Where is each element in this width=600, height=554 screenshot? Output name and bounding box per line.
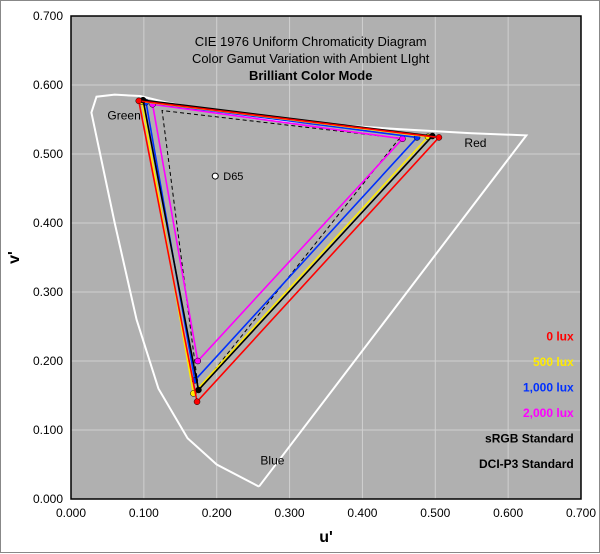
- x-tick-label: 0.400: [347, 506, 377, 520]
- x-tick-label: 0.300: [275, 506, 305, 520]
- x-tick-label: 0.000: [56, 506, 86, 520]
- x-axis-label: u': [319, 529, 333, 546]
- plot-area: [71, 16, 581, 499]
- gamut-vertex: [136, 98, 142, 104]
- chart-title-1: Color Gamut Variation with Ambient LIght: [192, 51, 430, 66]
- chart-title-0: CIE 1976 Uniform Chromaticity Diagram: [195, 34, 427, 49]
- x-tick-label: 0.100: [129, 506, 159, 520]
- gamut-vertex: [436, 134, 442, 140]
- gamut-vertex: [194, 399, 200, 405]
- x-tick-label: 0.600: [493, 506, 523, 520]
- y-tick-label: 0.300: [33, 285, 63, 299]
- y-tick-label: 0.100: [33, 423, 63, 437]
- x-tick-label: 0.200: [202, 506, 232, 520]
- corner-label: Blue: [260, 454, 284, 468]
- x-tick-label: 0.700: [566, 506, 596, 520]
- corner-label: Green: [107, 109, 140, 123]
- corner-label: Red: [464, 136, 486, 150]
- gamut-vertex: [196, 387, 202, 393]
- y-tick-label: 0.600: [33, 78, 63, 92]
- chart-container: 0.000 0.100 0.200 0.300 0.400 0.500 0.600 0.700…: [0, 0, 600, 553]
- chromaticity-chart: 0.000 0.100 0.200 0.300 0.400 0.500 0.600 0.700…: [1, 1, 600, 554]
- legend-item: 500 lux: [533, 355, 574, 369]
- legend-item: 2,000 lux: [523, 406, 574, 420]
- legend-item: DCI-P3 Standard: [479, 457, 574, 471]
- gamut-vertex: [195, 358, 201, 364]
- y-tick-label: 0.200: [33, 354, 63, 368]
- y-axis-label: v': [6, 251, 23, 264]
- x-tick-label: 0.500: [420, 506, 450, 520]
- legend-item: sRGB Standard: [485, 431, 574, 445]
- d65-marker: [212, 173, 218, 179]
- y-tick-label: 0.000: [33, 492, 63, 506]
- y-tick-label: 0.700: [33, 9, 63, 23]
- d65-label: D65: [223, 171, 243, 183]
- y-tick-label: 0.500: [33, 147, 63, 161]
- legend-item: 0 lux: [546, 329, 574, 343]
- legend-item: 1,000 lux: [523, 380, 574, 394]
- y-tick-label: 0.400: [33, 216, 63, 230]
- gamut-vertex: [400, 136, 406, 142]
- chart-title-2: Brilliant Color Mode: [249, 68, 373, 83]
